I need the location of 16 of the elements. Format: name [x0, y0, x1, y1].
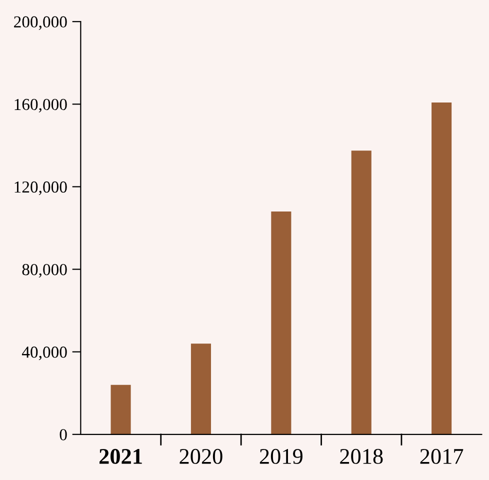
bar: [110, 384, 131, 434]
bar: [432, 102, 452, 434]
x-tick-label: 2021: [99, 448, 142, 464]
bar: [190, 344, 212, 434]
y-tick-label: 160,000: [14, 98, 67, 113]
bar: [351, 150, 372, 434]
x-tick-label: 2017: [420, 448, 464, 464]
x-tick-label: 2019: [260, 448, 302, 464]
y-tick-label: 80,000: [22, 264, 67, 278]
y-tick-label: 120,000: [14, 181, 67, 196]
y-tick-label: 0: [60, 429, 67, 440]
x-tick-label: 2020: [180, 448, 222, 464]
y-tick-label: 200,000: [14, 16, 67, 30]
x-tick-label: 2018: [340, 448, 383, 464]
y-tick-label: 40,000: [22, 346, 67, 360]
bar: [271, 211, 292, 434]
